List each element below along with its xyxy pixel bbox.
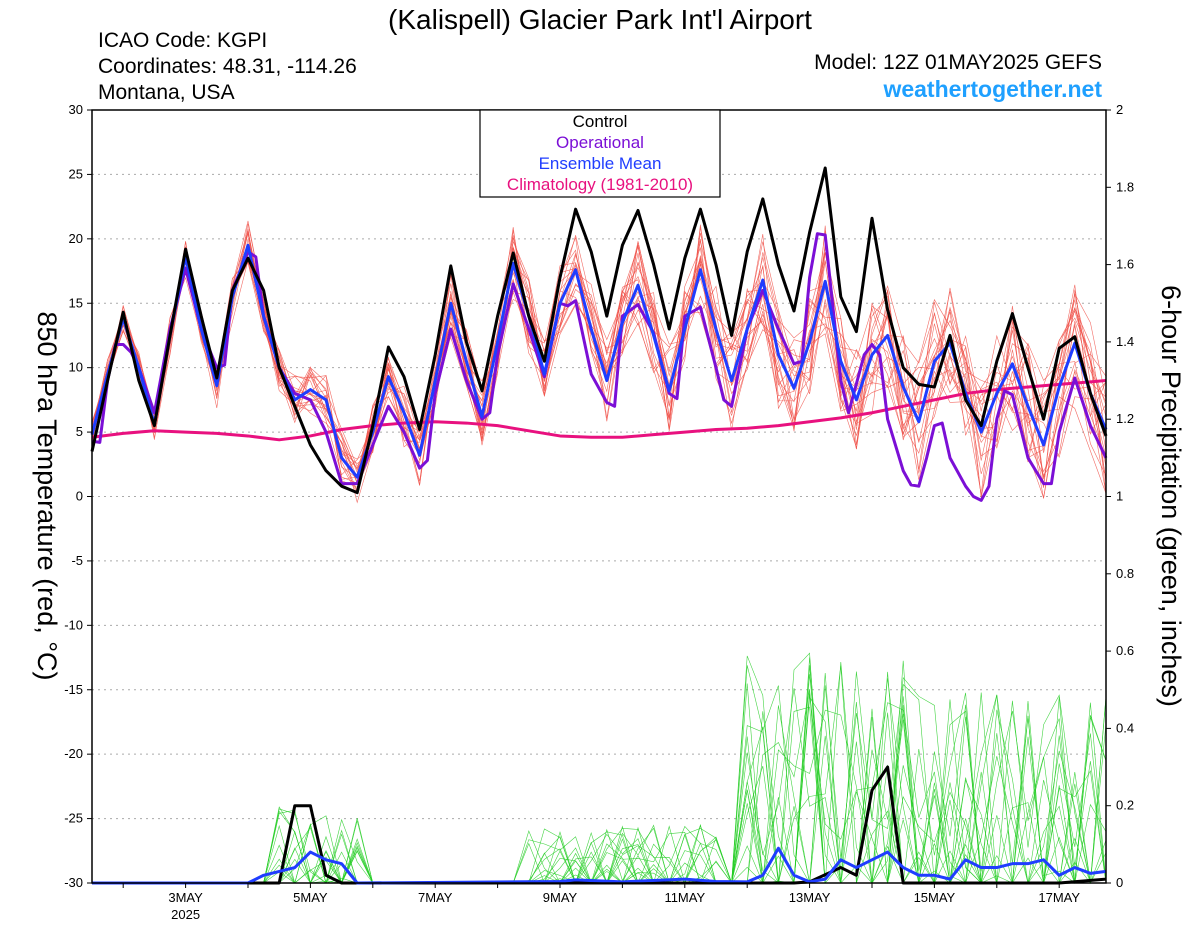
temp-operational-line (91, 232, 1108, 502)
right-tick-label: 1.6 (1116, 257, 1134, 272)
legend: Control Operational Ensemble Mean Climat… (479, 109, 721, 198)
left-tick-label: 5 (76, 424, 83, 439)
model-run: Model: 12Z 01MAY2025 GEFS (814, 51, 1102, 74)
legend-box (479, 109, 721, 198)
left-tick-label: 15 (69, 295, 83, 310)
legend-entry-control: Control (573, 112, 628, 131)
precipitation-member-line (92, 676, 1106, 884)
site-link[interactable]: weathertogether.net (883, 76, 1102, 102)
grid-lines (92, 173, 1106, 820)
left-tick-label: 0 (76, 489, 83, 504)
left-axis: -30 -25 -20 -15 -10 -5 0 5 10 15 20 25 30 (64, 102, 92, 890)
left-tick-label: 30 (69, 102, 83, 117)
left-tick-label: 20 (69, 231, 83, 246)
x-tick-sublabel: 2025 (171, 907, 200, 922)
precipitation-members (92, 652, 1107, 885)
left-tick-label: 10 (69, 360, 83, 375)
precipitation-member-line (92, 655, 1106, 884)
temp-climatology-1981-2010-line (91, 379, 1107, 442)
left-tick-label: -10 (64, 617, 83, 632)
legend-entry-climatology: Climatology (1981-2010) (507, 175, 693, 194)
precipitation-member-line (92, 683, 1107, 885)
left-tick-label: -15 (64, 682, 83, 697)
x-axis: 3MAY 2025 5MAY 7MAY 9MAY 11MAY 13MAY 15MAY 17MAY (122, 883, 1080, 922)
plot-frame (91, 109, 1107, 884)
x-tick-label: 9MAY (543, 890, 578, 905)
x-tick-label: 7MAY (418, 890, 453, 905)
left-tick-label: -5 (71, 553, 83, 568)
precipitation-member-line (92, 671, 1107, 884)
precipitation-member-line (92, 733, 1107, 885)
precipitation-member-line (92, 652, 1107, 884)
x-tick-label: 17MAY (1038, 890, 1080, 905)
right-tick-label: 1.8 (1116, 179, 1134, 194)
chart-title: (Kalispell) Glacier Park Int'l Airport (388, 4, 812, 35)
region: Montana, USA (98, 81, 235, 104)
precip-ensemble-mean-line (92, 846, 1107, 885)
temp-control-line (90, 166, 1108, 495)
left-tick-label: -20 (64, 746, 83, 761)
right-tick-label: 1.4 (1116, 334, 1134, 349)
precipitation-member-line (92, 665, 1106, 884)
right-tick-label: 0.4 (1116, 720, 1134, 735)
precipitation-member-line (92, 665, 1107, 884)
x-tick-label: 15MAY (914, 890, 956, 905)
precipitation-member-line (92, 688, 1106, 884)
coordinates: Coordinates: 48.31, -114.26 (98, 55, 357, 78)
precipitation-member-line (92, 685, 1106, 884)
precipitation-member-line (92, 662, 1106, 884)
left-axis-title: 850 hPa Temperature (red, °C) (32, 312, 62, 681)
left-tick-label: -30 (64, 875, 83, 890)
precipitation-member-line (92, 665, 1107, 885)
main-series (90, 166, 1108, 885)
x-tick-label: 11MAY (664, 890, 705, 905)
x-tick-label: 5MAY (293, 890, 328, 905)
legend-entry-operational: Operational (556, 133, 644, 152)
left-tick-label: -25 (64, 811, 83, 826)
right-tick-label: 0.8 (1116, 566, 1134, 581)
right-tick-label: 1.2 (1116, 411, 1134, 426)
right-tick-label: 1 (1116, 489, 1123, 504)
icao-code: ICAO Code: KGPI (98, 29, 268, 52)
temperature-member-line (91, 225, 1107, 486)
right-tick-label: 0 (1116, 875, 1123, 890)
temp-ensemble-mean-line (90, 243, 1108, 479)
x-tick-label: 13MAY (789, 890, 831, 905)
right-tick-label: 2 (1116, 102, 1123, 117)
right-tick-label: 0.6 (1116, 643, 1134, 658)
right-axis-title: 6-hour Precipitation (green, inches) (1156, 285, 1186, 707)
x-tick-label: 3MAY (168, 890, 203, 905)
left-tick-label: 25 (69, 166, 83, 181)
precipitation-member-line (92, 657, 1107, 884)
right-tick-label: 0.2 (1116, 798, 1134, 813)
legend-entry-ensemble-mean: Ensemble Mean (539, 154, 662, 173)
right-axis: 0 0.2 0.4 0.6 0.8 1 1.2 1.4 1.6 1.8 2 (1106, 102, 1134, 890)
